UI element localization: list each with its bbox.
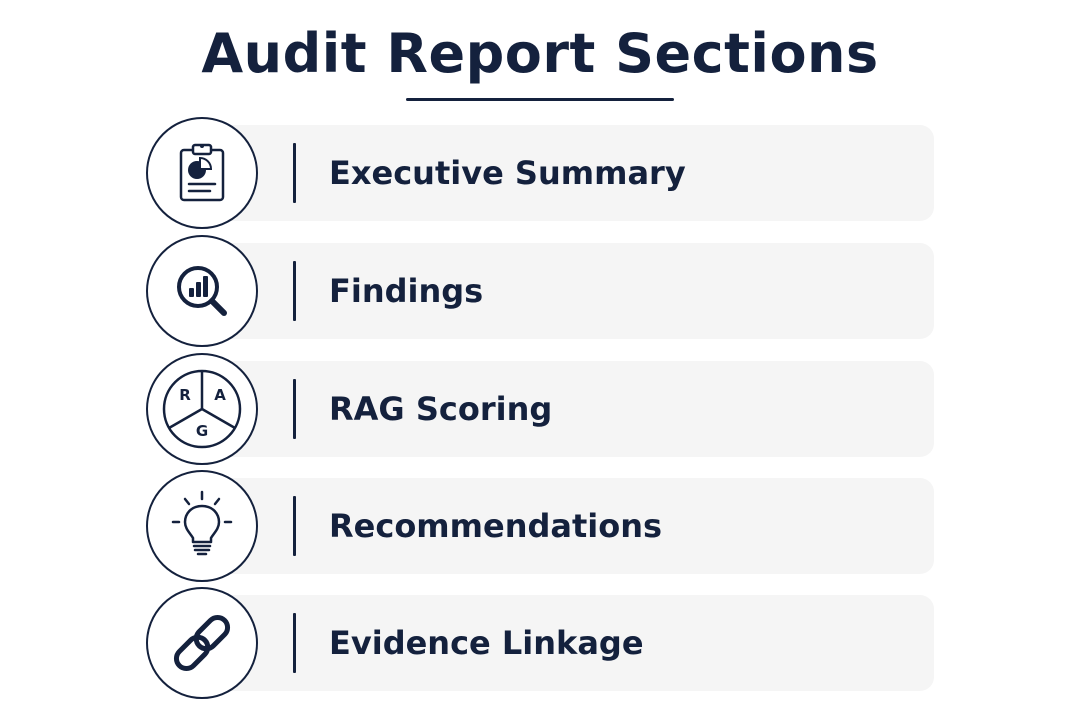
chain-link-icon: [146, 587, 258, 699]
section-divider: [293, 143, 296, 203]
clipboard-pie-chart-icon: [146, 117, 258, 229]
section-row-recommendations: Recommendations: [146, 470, 936, 582]
section-divider: [293, 613, 296, 673]
section-card: [206, 361, 934, 457]
section-card: [206, 243, 934, 339]
section-divider: [293, 496, 296, 556]
rag-pie-icon: R A G: [146, 353, 258, 465]
section-label: Recommendations: [329, 507, 663, 545]
section-divider: [293, 261, 296, 321]
magnifier-bar-chart-icon: [146, 235, 258, 347]
section-row-evidence-linkage: Evidence Linkage: [146, 587, 936, 699]
section-label: RAG Scoring: [329, 390, 553, 428]
section-divider: [293, 379, 296, 439]
section-card: [206, 595, 934, 691]
section-card: [206, 478, 934, 574]
rag-letter-r: R: [179, 386, 191, 404]
rag-letter-g: G: [196, 422, 208, 440]
section-row-findings: Findings: [146, 235, 936, 347]
section-card: [206, 125, 934, 221]
page-title: Audit Report Sections: [201, 22, 879, 85]
section-label: Evidence Linkage: [329, 624, 644, 662]
section-label: Findings: [329, 272, 484, 310]
section-row-executive-summary: Executive Summary: [146, 117, 936, 229]
title-underline: [406, 98, 674, 101]
lightbulb-icon: [146, 470, 258, 582]
section-row-rag-scoring: R A G RAG Scoring: [146, 353, 936, 465]
rag-letter-a: A: [214, 386, 226, 404]
section-label: Executive Summary: [329, 154, 686, 192]
